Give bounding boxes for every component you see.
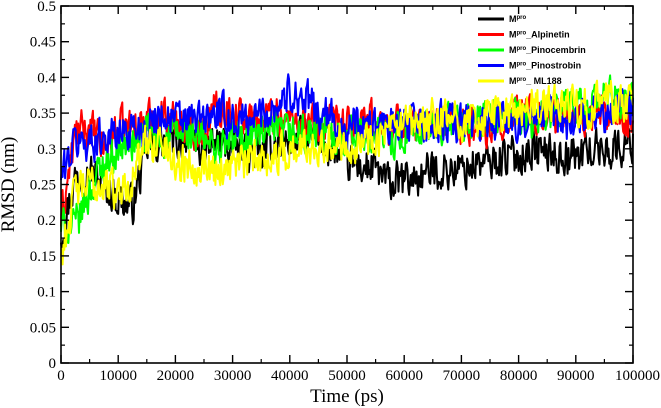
- x-tick-label: 30000: [214, 368, 252, 384]
- y-tick-label: 0.25: [30, 178, 56, 194]
- x-tick-label: 20000: [157, 368, 195, 384]
- legend-label: Mpro_Alpinetin: [509, 30, 570, 40]
- legend-label: Mpro_Pinocembrin: [509, 45, 586, 55]
- x-tick-label: 60000: [385, 368, 423, 384]
- y-tick-label: 0.35: [30, 106, 56, 122]
- x-tick-label: 70000: [443, 368, 481, 384]
- series-line-5: [60, 79, 634, 266]
- x-tick-label: 80000: [500, 368, 538, 384]
- y-tick-label: 0.1: [37, 285, 56, 301]
- series-layer: [60, 73, 634, 266]
- legend: Mpro Mpro_Alpinetin Mpro_Pinocembrin Mpro_P…: [478, 14, 586, 86]
- x-axis-label: Time (ps): [310, 386, 384, 407]
- x-axis-ticks: 0 10000 20000 30000 40000 50000 60000 70000 8000…: [57, 6, 660, 384]
- y-tick-label: 0: [49, 356, 57, 372]
- x-tick-label: 0: [57, 368, 65, 384]
- y-axis-ticks: 0 0.05 0.1 0.15 0.2 0.25 0.3 0.35 0.4 0.45 0.5: [30, 0, 633, 372]
- legend-label: Mpro_ ML188: [509, 76, 562, 86]
- y-tick-label: 0.15: [30, 249, 56, 265]
- y-tick-label: 0.5: [37, 0, 56, 15]
- legend-label: Mpro_Pinostrobin: [509, 61, 581, 71]
- x-tick-label: 90000: [557, 368, 595, 384]
- y-tick-label: 0.45: [30, 35, 56, 51]
- y-tick-label: 0.2: [37, 213, 56, 229]
- y-axis-label: RMSD (nm): [0, 137, 19, 233]
- x-tick-label: 10000: [99, 368, 137, 384]
- x-tick-label: 100000: [615, 368, 660, 384]
- x-tick-label: 50000: [328, 368, 366, 384]
- legend-label: Mpro: [509, 14, 527, 24]
- x-tick-label: 40000: [271, 368, 309, 384]
- y-tick-label: 0.05: [30, 320, 56, 336]
- y-tick-label: 0.4: [37, 70, 56, 86]
- y-tick-label: 0.3: [37, 142, 56, 158]
